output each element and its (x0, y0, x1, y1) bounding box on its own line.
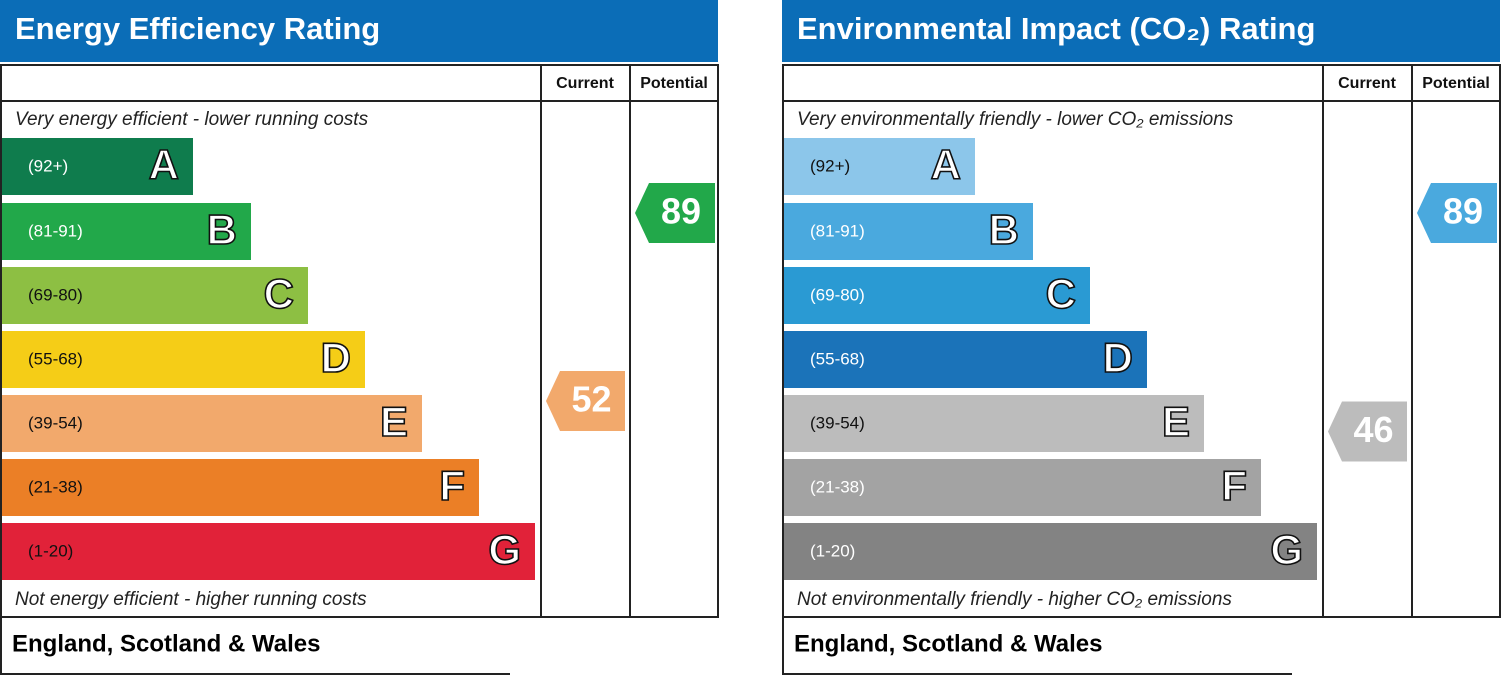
footer: England, Scotland & Wales (794, 630, 1102, 657)
potential-header: Potential (640, 75, 708, 92)
band-letter: C (1046, 270, 1076, 317)
band-range: (55-68) (28, 349, 83, 368)
band-range: (92+) (810, 156, 850, 175)
title-bar (782, 0, 1500, 62)
band-letter: A (931, 141, 961, 188)
band-letter: D (1103, 334, 1133, 381)
title-bar (0, 0, 718, 62)
potential-header: Potential (1422, 75, 1490, 92)
rating-band (784, 138, 975, 195)
panel-title: Environmental Impact (CO₂) Rating (797, 11, 1315, 46)
band-letter: B (207, 206, 237, 253)
rating-band (784, 523, 1317, 580)
current-value: 46 (1353, 409, 1393, 450)
rating-band (784, 203, 1033, 260)
band-letter: C (264, 270, 294, 317)
panel-title: Energy Efficiency Rating (15, 11, 380, 46)
current-value: 52 (571, 378, 611, 419)
bottom-note: Not environmentally friendly - higher CO… (797, 589, 1232, 610)
rating-band (2, 331, 365, 388)
top-note: Very energy efficient - lower running co… (15, 109, 369, 130)
top-note: Very environmentally friendly - lower CO… (797, 109, 1234, 130)
band-letter: B (989, 206, 1019, 253)
potential-value: 89 (661, 191, 701, 232)
footer: England, Scotland & Wales (12, 630, 320, 657)
current-arrow (546, 370, 625, 431)
band-range: (55-68) (810, 349, 865, 368)
band-letter: G (488, 526, 521, 573)
band-range: (1-20) (810, 541, 855, 560)
table-frame (0, 64, 719, 618)
potential-arrow (1417, 183, 1497, 243)
rating-band (2, 395, 422, 452)
rating-band (784, 459, 1261, 516)
band-range: (69-80) (810, 285, 865, 304)
rating-band (2, 203, 251, 260)
rating-band (784, 331, 1147, 388)
potential-arrow (635, 183, 715, 243)
bottom-note: Not energy efficient - higher running co… (15, 589, 367, 610)
current-header: Current (1338, 75, 1396, 92)
band-letter: D (321, 334, 351, 381)
rating-band (784, 395, 1204, 452)
band-range: (39-54) (28, 413, 83, 432)
rating-band (2, 267, 308, 324)
band-letter: E (1162, 398, 1190, 445)
potential-value: 89 (1443, 191, 1483, 232)
band-range: (69-80) (28, 285, 83, 304)
current-arrow (1328, 401, 1407, 462)
band-range: (39-54) (810, 413, 865, 432)
band-letter: G (1270, 526, 1303, 573)
band-letter: E (380, 398, 408, 445)
table-frame (782, 64, 1501, 618)
band-range: (81-91) (810, 221, 865, 240)
band-range: (21-38) (28, 477, 83, 496)
band-range: (92+) (28, 156, 68, 175)
rating-band (784, 267, 1090, 324)
band-letter: F (439, 462, 465, 509)
band-range: (21-38) (810, 477, 865, 496)
band-range: (81-91) (28, 221, 83, 240)
band-letter: A (149, 141, 179, 188)
band-range: (1-20) (28, 541, 73, 560)
current-header: Current (556, 75, 614, 92)
rating-band (2, 523, 535, 580)
rating-band (2, 459, 479, 516)
band-letter: F (1221, 462, 1247, 509)
rating-band (2, 138, 193, 195)
